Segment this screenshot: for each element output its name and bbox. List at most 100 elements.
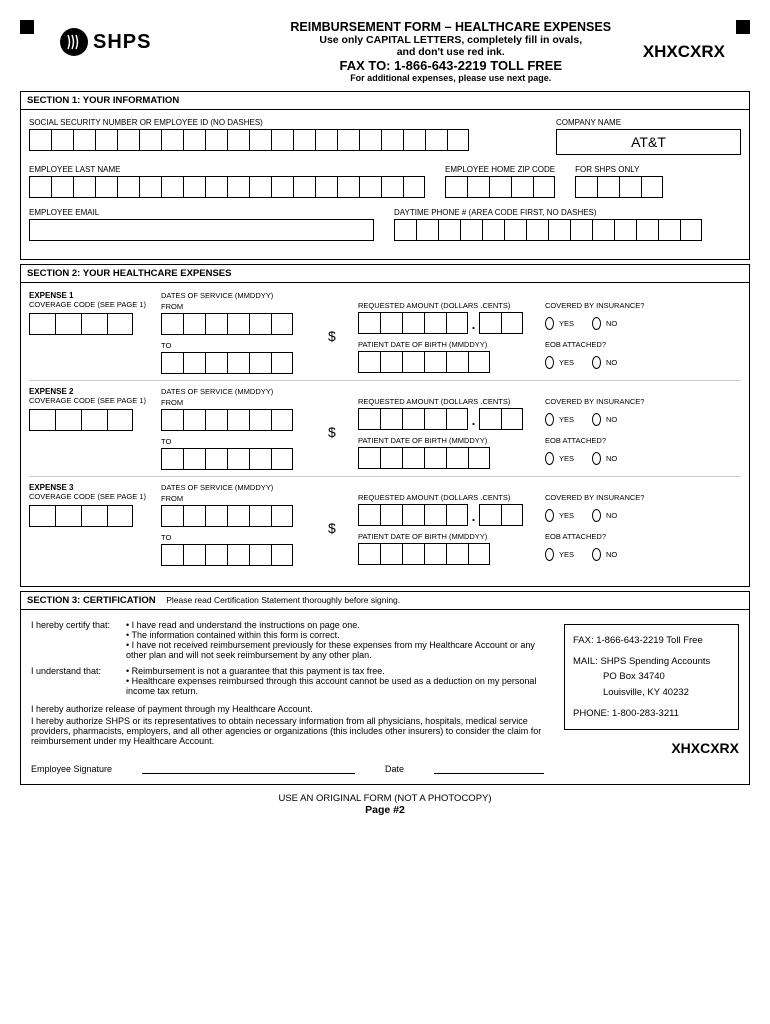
footer-line2: Page #2: [20, 804, 750, 816]
logo-icon: [60, 28, 88, 56]
eob-no[interactable]: NO: [592, 452, 617, 465]
section3-header: SECTION 3: CERTIFICATION Please read Cer…: [20, 591, 750, 610]
logo: SHPS: [60, 28, 151, 56]
marker-right: [736, 20, 750, 34]
from-label: FROM: [161, 398, 316, 407]
section3-title: SECTION 3: CERTIFICATION: [27, 595, 156, 606]
insurance-label: COVERED BY INSURANCE?: [545, 493, 741, 502]
phone-cells[interactable]: [394, 219, 741, 241]
email-input[interactable]: [29, 219, 374, 241]
certify-1: • I have read and understand the instruc…: [126, 620, 544, 630]
insurance-no[interactable]: NO: [592, 509, 617, 522]
cert-code: XHXCXRX: [564, 740, 739, 756]
form-title: REIMBURSEMENT FORM – HEALTHCARE EXPENSES: [151, 20, 750, 34]
coverage-label: COVERAGE CODE (SEE PAGE 1): [29, 300, 149, 309]
expense-1: EXPENSE 1 COVERAGE CODE (SEE PAGE 1) DAT…: [29, 291, 741, 381]
expense-head: EXPENSE 3: [29, 483, 149, 492]
dates-label: DATES OF SERVICE (MMDDYY): [161, 291, 316, 300]
eob-label: EOB ATTACHED?: [545, 532, 741, 541]
to-label: TO: [161, 437, 316, 446]
expense-3: EXPENSE 3 COVERAGE CODE (SEE PAGE 1) DAT…: [29, 483, 741, 572]
company-value: AT&T: [556, 129, 741, 155]
contact-mail2: PO Box 34740: [573, 669, 730, 684]
footer-line1: USE AN ORIGINAL FORM (NOT A PHOTOCOPY): [20, 793, 750, 804]
zip-label: EMPLOYEE HOME ZIP CODE: [445, 165, 555, 174]
from-label: FROM: [161, 302, 316, 311]
amount-label: REQUESTED AMOUNT (DOLLARS .CENTS): [358, 301, 533, 310]
shps-cells: [575, 176, 663, 198]
amount-label: REQUESTED AMOUNT (DOLLARS .CENTS): [358, 397, 533, 406]
amount-cells[interactable]: .: [358, 504, 533, 526]
dob-label: PATIENT DATE OF BIRTH (MMDDYY): [358, 532, 533, 541]
dollar-sign: $: [328, 483, 346, 566]
dollar-sign: $: [328, 291, 346, 374]
dob-label: PATIENT DATE OF BIRTH (MMDDYY): [358, 340, 533, 349]
ssn-cells[interactable]: [29, 129, 536, 151]
date-line[interactable]: [434, 760, 544, 774]
cert-text: I hereby certify that: • I have read and…: [31, 620, 544, 774]
amount-label: REQUESTED AMOUNT (DOLLARS .CENTS): [358, 493, 533, 502]
lastname-label: EMPLOYEE LAST NAME: [29, 165, 425, 174]
insurance-label: COVERED BY INSURANCE?: [545, 397, 741, 406]
expense-head: EXPENSE 2: [29, 387, 149, 396]
date-label: Date: [385, 764, 404, 774]
lastname-cells[interactable]: [29, 176, 425, 198]
eob-yes[interactable]: YES: [545, 548, 574, 561]
amount-cells[interactable]: .: [358, 312, 533, 334]
eob-label: EOB ATTACHED?: [545, 436, 741, 445]
insurance-no[interactable]: NO: [592, 317, 617, 330]
certify-3: • I have not received reimbursement prev…: [126, 640, 544, 660]
dates-label: DATES OF SERVICE (MMDDYY): [161, 483, 316, 492]
cert-right: FAX: 1-866-643-2219 Toll Free MAIL: SHPS…: [564, 620, 739, 774]
email-label: EMPLOYEE EMAIL: [29, 208, 374, 217]
shps-label: FOR SHPS ONLY: [575, 165, 663, 174]
form-note: For additional expenses, please use next…: [151, 73, 750, 83]
to-label: TO: [161, 341, 316, 350]
form-header: SHPS REIMBURSEMENT FORM – HEALTHCARE EXP…: [20, 20, 750, 83]
form-code: XHXCXRX: [643, 42, 725, 62]
contact-box: FAX: 1-866-643-2219 Toll Free MAIL: SHPS…: [564, 624, 739, 730]
footer: USE AN ORIGINAL FORM (NOT A PHOTOCOPY) P…: [20, 793, 750, 816]
section1-body: SOCIAL SECURITY NUMBER OR EMPLOYEE ID (N…: [20, 110, 750, 260]
company-label: COMPANY NAME: [556, 118, 741, 127]
logo-text: SHPS: [93, 31, 151, 54]
section3-body: I hereby certify that: • I have read and…: [20, 610, 750, 785]
insurance-no[interactable]: NO: [592, 413, 617, 426]
coverage-label: COVERAGE CODE (SEE PAGE 1): [29, 492, 149, 501]
eob-no[interactable]: NO: [592, 548, 617, 561]
from-label: FROM: [161, 494, 316, 503]
insurance-yes[interactable]: YES: [545, 509, 574, 522]
auth-2: I hereby authorize SHPS or its represent…: [31, 716, 544, 746]
eob-label: EOB ATTACHED?: [545, 340, 741, 349]
understand-2: • Healthcare expenses reimbursed through…: [126, 676, 544, 696]
dollar-sign: $: [328, 387, 346, 470]
certify-2: • The information contained within this …: [126, 630, 544, 640]
insurance-yes[interactable]: YES: [545, 317, 574, 330]
contact-fax: FAX: 1-866-643-2219 Toll Free: [573, 633, 730, 648]
eob-yes[interactable]: YES: [545, 356, 574, 369]
contact-mail1: MAIL: SHPS Spending Accounts: [573, 654, 730, 669]
sig-line[interactable]: [142, 760, 355, 774]
sig-label: Employee Signature: [31, 764, 112, 774]
eob-no[interactable]: NO: [592, 356, 617, 369]
insurance-label: COVERED BY INSURANCE?: [545, 301, 741, 310]
to-label: TO: [161, 533, 316, 542]
dob-label: PATIENT DATE OF BIRTH (MMDDYY): [358, 436, 533, 445]
section2-body: EXPENSE 1 COVERAGE CODE (SEE PAGE 1) DAT…: [20, 283, 750, 587]
coverage-label: COVERAGE CODE (SEE PAGE 1): [29, 396, 149, 405]
amount-cells[interactable]: .: [358, 408, 533, 430]
phone-label: DAYTIME PHONE # (AREA CODE FIRST, NO DAS…: [394, 208, 741, 217]
expense-head: EXPENSE 1: [29, 291, 149, 300]
zip-cells[interactable]: [445, 176, 555, 198]
section3-note: Please read Certification Statement thor…: [166, 595, 400, 605]
marker-left: [20, 20, 34, 34]
certify-prefix: I hereby certify that:: [31, 620, 126, 660]
understand-prefix: I understand that:: [31, 666, 126, 696]
understand-1: • Reimbursement is not a guarantee that …: [126, 666, 544, 676]
insurance-yes[interactable]: YES: [545, 413, 574, 426]
eob-yes[interactable]: YES: [545, 452, 574, 465]
contact-phone: PHONE: 1-800-283-3211: [573, 706, 730, 721]
ssn-label: SOCIAL SECURITY NUMBER OR EMPLOYEE ID (N…: [29, 118, 536, 127]
expense-2: EXPENSE 2 COVERAGE CODE (SEE PAGE 1) DAT…: [29, 387, 741, 477]
contact-mail3: Louisville, KY 40232: [573, 685, 730, 700]
